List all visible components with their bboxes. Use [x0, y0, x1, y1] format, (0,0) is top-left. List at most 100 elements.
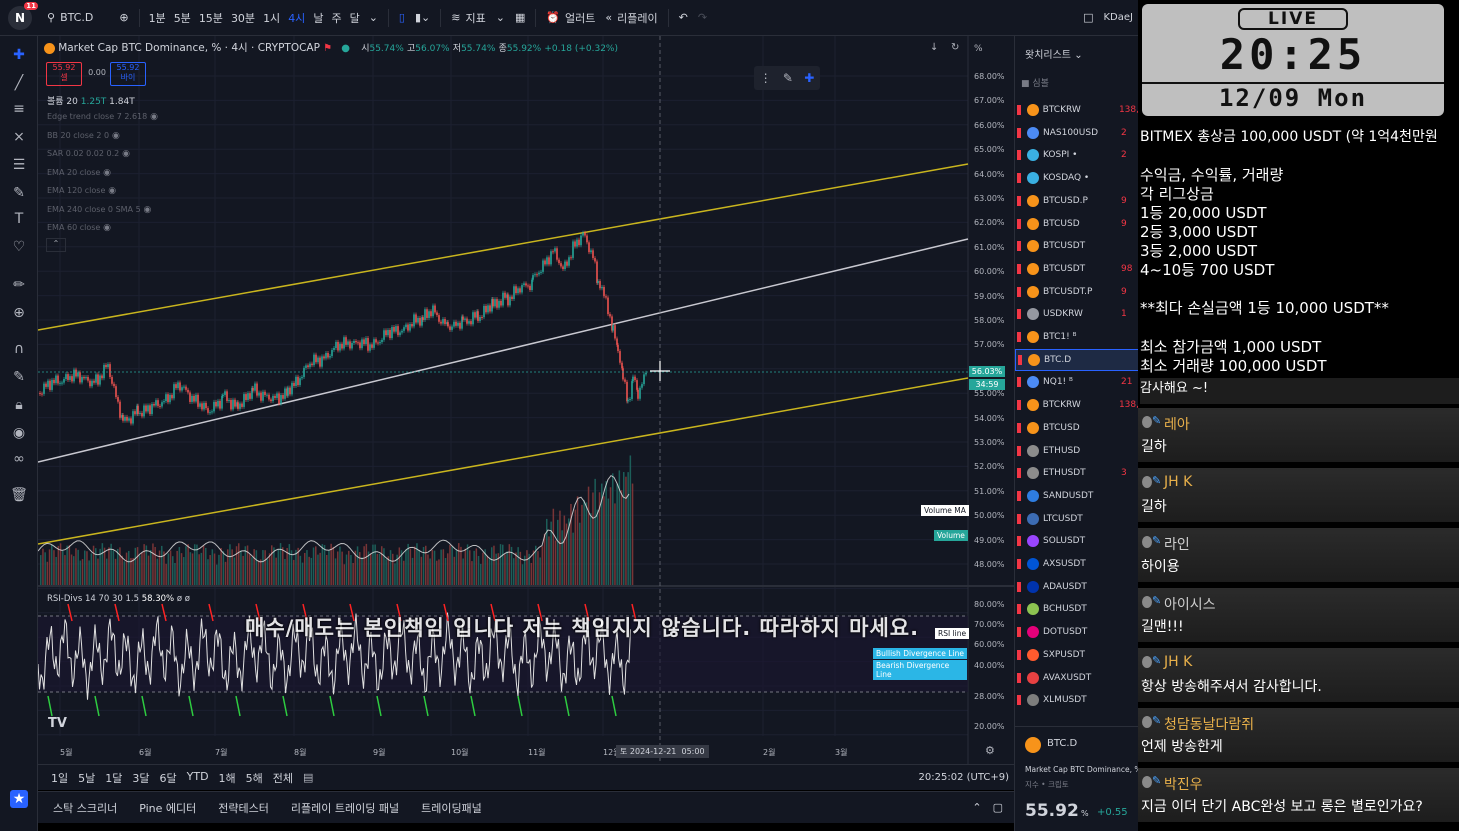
- crosshair-icon[interactable]: ✚: [804, 71, 815, 85]
- red-flag-icon[interactable]: [1017, 173, 1021, 184]
- watchlist-row[interactable]: XLMUSDT: [1015, 689, 1138, 711]
- red-flag-icon[interactable]: [1017, 672, 1021, 683]
- magnet-icon[interactable]: ∩: [13, 341, 25, 357]
- user-avatar[interactable]: N 11: [8, 1, 38, 30]
- red-flag-icon[interactable]: [1017, 263, 1021, 274]
- chevron-down-icon[interactable]: ⌄: [495, 11, 505, 24]
- red-flag-icon[interactable]: [1017, 422, 1021, 433]
- indicator-row[interactable]: EMA 60 close ◉: [47, 223, 111, 233]
- watchlist-row[interactable]: BTCUSDT: [1015, 235, 1138, 257]
- eye-icon[interactable]: ◉: [12, 425, 26, 441]
- watchlist-row[interactable]: NQ1! ᴮ 21: [1015, 371, 1138, 393]
- bar-type-icon[interactable]: ▮⌄: [414, 11, 431, 24]
- watchlist-row[interactable]: AVAXUSDT: [1015, 667, 1138, 689]
- panel-tab-1[interactable]: Pine 에디터: [139, 801, 197, 815]
- red-flag-icon[interactable]: [1017, 377, 1021, 388]
- horizontal-lines-icon[interactable]: ≡: [13, 101, 25, 117]
- watchlist-row[interactable]: BTCKRW 138,: [1015, 99, 1138, 121]
- red-flag-icon[interactable]: [1018, 354, 1022, 365]
- chart-canvas[interactable]: [38, 36, 1014, 764]
- crosshair-icon[interactable]: ✚: [13, 47, 25, 63]
- alert-icon[interactable]: ⏰: [546, 11, 561, 24]
- red-flag-icon[interactable]: [1017, 468, 1021, 479]
- watchlist-row[interactable]: BTCUSDT.P 9: [1015, 281, 1138, 303]
- legend-title[interactable]: Market Cap BTC Dominance, % · 4시 · CRYPT…: [58, 42, 320, 54]
- indicator-row[interactable]: EMA 240 close 0 SMA 5 ◉: [47, 205, 151, 215]
- interval-6[interactable]: 날: [313, 11, 324, 25]
- indicator-row[interactable]: Edge trend close 7 2.618 ◉: [47, 112, 158, 122]
- hidden-eye-icon[interactable]: ◉: [100, 167, 112, 178]
- panel-tab-4[interactable]: 트레이딩패널: [421, 801, 482, 815]
- download-icon[interactable]: ↓: [930, 42, 939, 53]
- sell-button[interactable]: 55.92 셀: [46, 62, 82, 86]
- brush-icon[interactable]: ✎: [13, 185, 25, 201]
- pitchfork-icon[interactable]: ⨯: [13, 129, 25, 145]
- watchlist-row[interactable]: DOTUSDT: [1015, 621, 1138, 643]
- collapse-legend-button[interactable]: ⌃: [46, 238, 66, 252]
- chevron-down-icon[interactable]: ⌄: [368, 11, 378, 24]
- red-flag-icon[interactable]: [1017, 513, 1021, 524]
- indicator-row[interactable]: EMA 20 close ◉: [47, 168, 111, 178]
- watchlist-row[interactable]: BTC.D: [1015, 348, 1138, 371]
- red-flag-icon[interactable]: [1017, 604, 1021, 615]
- red-flag-icon[interactable]: [1017, 490, 1021, 501]
- redo-icon[interactable]: ↷: [697, 11, 708, 24]
- interval-0[interactable]: 1분: [148, 11, 166, 25]
- red-flag-icon[interactable]: [1017, 105, 1021, 115]
- red-flag-icon[interactable]: [1017, 218, 1021, 229]
- watchlist-row[interactable]: LTCUSDT: [1015, 508, 1138, 530]
- red-flag-icon[interactable]: [1017, 309, 1021, 320]
- hidden-eye-icon[interactable]: ◉: [140, 204, 152, 215]
- interval-4[interactable]: 1시: [263, 11, 281, 25]
- indicators-icon[interactable]: ≋: [451, 11, 461, 24]
- trendline-icon[interactable]: ╱: [14, 75, 24, 91]
- hidden-eye-icon[interactable]: ◉: [105, 186, 117, 196]
- add-symbol-icon[interactable]: ⊕: [119, 11, 129, 24]
- star-icon[interactable]: ★: [10, 790, 28, 808]
- watchlist-row[interactable]: KOSPI • 2: [1015, 144, 1138, 166]
- lock-icon[interactable]: 🔒︎: [15, 397, 23, 413]
- watchlist-row[interactable]: ADAUSDT: [1015, 576, 1138, 598]
- interval-8[interactable]: 달: [349, 11, 360, 25]
- watchlist-row[interactable]: SOLUSDT: [1015, 530, 1138, 552]
- watchlist-row[interactable]: AXSUSDT: [1015, 553, 1138, 575]
- red-flag-icon[interactable]: [1017, 559, 1021, 569]
- percent-scale-toggle[interactable]: %: [974, 44, 983, 54]
- watchlist-row[interactable]: NAS100USD 2: [1015, 122, 1138, 144]
- interval-7[interactable]: 주: [331, 11, 342, 25]
- red-flag-icon[interactable]: [1017, 195, 1021, 206]
- heart-icon[interactable]: ♡: [12, 239, 26, 255]
- trash-icon[interactable]: 🗑︎: [10, 487, 28, 503]
- range-6[interactable]: 1해: [218, 771, 236, 785]
- range-3[interactable]: 3달: [132, 771, 150, 785]
- hidden-eye-icon[interactable]: ◉: [109, 130, 120, 141]
- hidden-eye-icon[interactable]: ◉: [100, 223, 112, 233]
- symbol-column-header[interactable]: ■ 심볼: [1021, 76, 1049, 89]
- panel-tab-2[interactable]: 전략테스터: [218, 801, 269, 815]
- rsi-legend[interactable]: RSI-Divs 14 70 30 1.5 58.30% ø ø: [47, 594, 190, 604]
- red-flag-icon[interactable]: [1017, 400, 1021, 411]
- brush-icon[interactable]: ✎: [782, 71, 793, 85]
- watchlist-row[interactable]: BTCUSD: [1015, 417, 1138, 439]
- red-flag-icon[interactable]: [1017, 627, 1021, 638]
- undo-icon[interactable]: ↶: [678, 11, 688, 24]
- username[interactable]: KDaeJ: [1103, 12, 1134, 23]
- clock-display[interactable]: 20:25:02 (UTC+9): [918, 772, 1009, 783]
- indicator-row[interactable]: SAR 0.02 0.02 0.2 ◉: [47, 149, 130, 159]
- buy-button[interactable]: 55.92 바이: [110, 62, 146, 86]
- range-7[interactable]: 5해: [245, 771, 263, 785]
- zoom-icon[interactable]: ⊕: [13, 305, 25, 321]
- link-icon[interactable]: ∞: [13, 451, 25, 467]
- chart-area[interactable]: [38, 36, 1014, 764]
- watchlist-row[interactable]: ETHUSD: [1015, 440, 1138, 462]
- fullscreen-icon[interactable]: □: [1083, 11, 1094, 24]
- red-flag-icon[interactable]: [1017, 127, 1021, 138]
- panel-tab-0[interactable]: 스탁 스크리너: [53, 801, 118, 815]
- settings-gear-icon[interactable]: ⚙: [985, 744, 995, 757]
- refresh-icon[interactable]: ↻: [951, 42, 960, 53]
- watchlist-row[interactable]: SXPUSDT: [1015, 644, 1138, 666]
- search-icon[interactable]: ⚲: [47, 11, 56, 24]
- calendar-icon[interactable]: ▤: [303, 771, 314, 784]
- collapse-panel-icon[interactable]: ⌃: [972, 801, 982, 814]
- watchlist-row[interactable]: KOSDAQ •: [1015, 167, 1138, 189]
